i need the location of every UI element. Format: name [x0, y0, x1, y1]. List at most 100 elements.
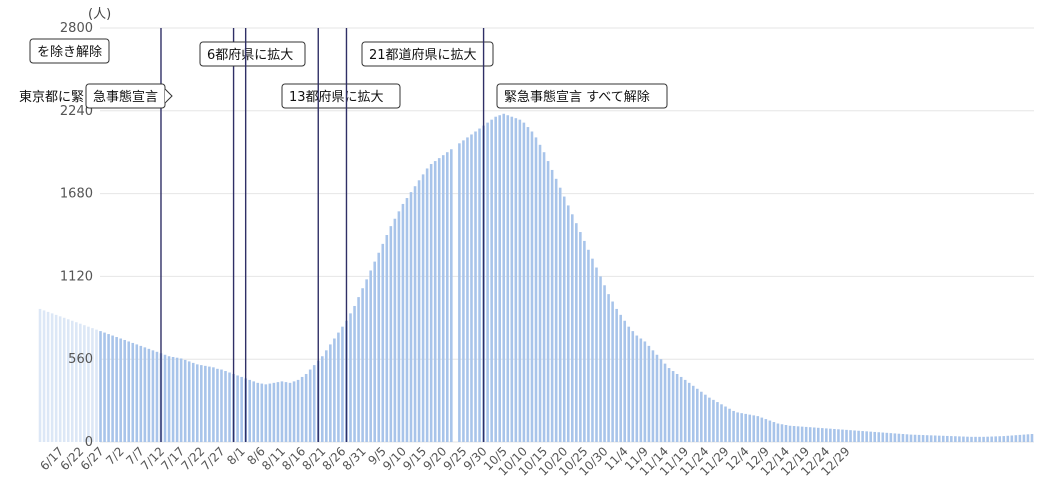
bar: [99, 331, 102, 442]
bar: [667, 368, 671, 442]
bars: [38, 113, 1034, 443]
bar: [373, 261, 376, 442]
bar: [377, 252, 381, 442]
bar: [111, 335, 114, 442]
bar: [288, 382, 292, 442]
bar: [970, 436, 973, 442]
event-label: 21都道府県に拡大: [369, 48, 477, 63]
y-tick-label: 2800: [60, 21, 93, 36]
bar: [611, 301, 614, 442]
bar: [143, 347, 147, 442]
bar: [441, 155, 445, 442]
bar: [901, 434, 905, 442]
bar: [643, 341, 647, 442]
bar: [58, 316, 62, 442]
bar: [599, 276, 602, 442]
bar: [772, 422, 776, 442]
bar: [776, 423, 780, 442]
bar: [325, 350, 328, 442]
bar: [885, 432, 889, 442]
event-label: 緊急事態宣言 すべて解除: [504, 89, 650, 105]
bar: [639, 338, 643, 442]
bar: [756, 416, 760, 442]
event-label-box: [29, 38, 110, 64]
bar: [1018, 434, 1022, 442]
bar: [151, 350, 155, 442]
bar: [958, 436, 961, 442]
bar: [127, 341, 131, 442]
bar: [881, 432, 885, 442]
bar: [784, 424, 788, 442]
bar: [913, 434, 917, 442]
bar: [506, 115, 510, 442]
bar: [514, 118, 518, 442]
bar: [208, 366, 211, 442]
bar: [1030, 434, 1034, 442]
bar: [990, 436, 993, 442]
x-tick-label: 8/1: [224, 444, 248, 468]
bar: [909, 434, 913, 442]
bar: [683, 379, 687, 442]
event-label-box: [199, 41, 306, 67]
bar: [575, 223, 578, 442]
bar: [1010, 435, 1014, 442]
bar: [264, 384, 268, 442]
bar: [768, 420, 772, 442]
bar: [409, 192, 413, 442]
bar: [808, 427, 812, 442]
bar: [300, 376, 304, 442]
bar: [486, 122, 489, 442]
bar: [155, 351, 159, 442]
bar: [583, 240, 586, 442]
bar: [764, 419, 768, 442]
bar: [821, 428, 824, 442]
bar: [54, 314, 58, 442]
bar: [272, 382, 276, 442]
bar: [921, 435, 925, 442]
bar: [607, 294, 610, 442]
bar: [857, 430, 860, 442]
bar: [212, 367, 215, 442]
bar: [1002, 436, 1006, 442]
x-tick-label: 8/31: [340, 444, 369, 473]
bar: [675, 373, 679, 442]
bar: [95, 329, 98, 442]
bar: [562, 196, 566, 442]
event-label-box: [496, 83, 668, 109]
bar: [954, 436, 957, 442]
bar: [191, 362, 195, 442]
bar: [292, 381, 296, 442]
bar: [252, 381, 256, 442]
bar: [849, 430, 852, 442]
bar: [929, 435, 933, 442]
bar: [950, 436, 953, 442]
bar: [103, 332, 106, 442]
bar: [917, 434, 921, 442]
bar: [466, 137, 469, 442]
bar: [357, 297, 360, 442]
bar: [812, 427, 816, 442]
bar: [546, 161, 550, 443]
bar: [333, 338, 336, 442]
bar: [425, 168, 429, 442]
bar: [720, 404, 723, 442]
bar: [530, 131, 534, 442]
bar: [579, 232, 582, 442]
bar: [748, 414, 752, 442]
bar: [421, 174, 425, 442]
bar: [195, 364, 199, 442]
bar: [224, 371, 227, 442]
bar: [79, 323, 82, 442]
bar: [550, 169, 554, 442]
bar: [66, 319, 70, 442]
bar: [147, 348, 151, 442]
bar: [671, 371, 675, 442]
bar: [183, 359, 187, 442]
bar: [62, 317, 66, 442]
bar: [320, 356, 324, 442]
bar: [1006, 435, 1010, 442]
bar: [46, 311, 50, 442]
bar: [595, 267, 598, 442]
y-tick-label: 1680: [60, 187, 93, 202]
bar: [450, 149, 453, 442]
